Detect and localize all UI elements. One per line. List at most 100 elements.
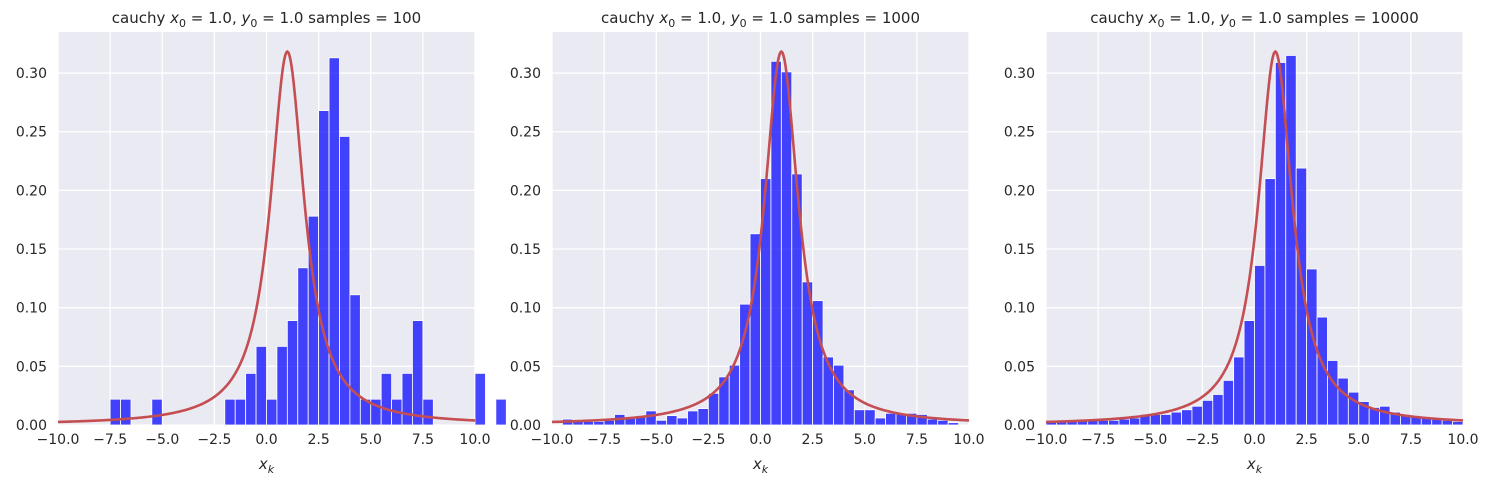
- chart-panel-2: −10.0 −7.5 −5.0 −2.5 0.0 2.5 5.0 7.5 10.0 0.00 0.0…: [510, 9, 985, 476]
- histogram-bar: [1379, 405, 1391, 426]
- histogram-bar: [687, 410, 699, 426]
- chart-panel-1: −10.0 −7.5 −5.0 −2.5 0.0 2.5 5.0 7.5 10.0 0.00 0.0…: [16, 9, 507, 476]
- histogram-bar: [749, 233, 761, 426]
- x-tick-label: 2.5: [307, 432, 329, 448]
- y-tick-label: 0.10: [16, 301, 47, 317]
- x-tick-label: 2.5: [801, 432, 823, 448]
- y-tick-label: 0.00: [16, 418, 47, 434]
- histogram-bar: [1149, 414, 1162, 426]
- histogram-bar: [1181, 409, 1193, 426]
- y-tick-label: 0.05: [1004, 359, 1035, 375]
- x-tick-label: 7.5: [412, 432, 434, 448]
- histogram-bar: [780, 71, 793, 426]
- x-tick-label: −10.0: [37, 432, 80, 448]
- histogram-bar: [593, 421, 605, 426]
- histogram-bar: [1243, 320, 1255, 426]
- histogram-bar: [1191, 405, 1203, 426]
- histogram-bar: [843, 389, 855, 426]
- x-tick-label: −2.5: [1185, 432, 1219, 448]
- histogram-bar: [885, 412, 897, 426]
- y-tick-label: 0.25: [16, 125, 47, 141]
- cauchy-pdf-curve: [57, 49, 476, 424]
- histogram-bar: [412, 320, 424, 426]
- histogram-bar: [349, 294, 361, 426]
- histogram-bar: [926, 418, 939, 426]
- histogram-bar: [1129, 417, 1141, 426]
- x-tick-label: −5.0: [1133, 432, 1167, 448]
- y-tick-label: 0.00: [510, 418, 541, 434]
- x-tick-label: −2.5: [691, 432, 725, 448]
- histogram-bar: [266, 398, 278, 426]
- histogram-bar: [297, 267, 309, 426]
- histogram-bar: [495, 398, 507, 426]
- histogram-bar: [1327, 360, 1339, 426]
- x-tick-label: −2.5: [197, 432, 231, 448]
- x-tick-label: 5.0: [1348, 432, 1370, 448]
- histogram-bar: [874, 417, 886, 426]
- y-tick-label: 0.20: [16, 183, 47, 199]
- x-tick-label: 10.0: [1447, 432, 1478, 448]
- histogram-bar: [728, 364, 741, 426]
- histogram-bar: [245, 372, 257, 426]
- x-tick-label: −10.0: [1025, 432, 1068, 448]
- y-tick-label: 0.05: [510, 359, 541, 375]
- x-tick-label: −7.5: [587, 432, 621, 448]
- y-tick-label: 0.05: [16, 359, 47, 375]
- histogram-bar: [1233, 356, 1245, 426]
- chart-title: cauchy x0 = 1.0, y0 = 1.0 samples = 100: [112, 9, 421, 30]
- histogram-bar: [1285, 55, 1297, 426]
- histogram-bar: [1170, 411, 1182, 426]
- histogram-bar: [224, 398, 236, 426]
- histogram-bar: [1108, 419, 1120, 426]
- y-tick-label: 0.10: [1004, 301, 1035, 317]
- histogram-bar: [937, 419, 949, 426]
- x-tick-label: 7.5: [906, 432, 928, 448]
- histogram-bar: [1160, 414, 1172, 426]
- histogram-bar: [109, 398, 121, 426]
- chart-panel-3: −10.0 −7.5 −5.0 −2.5 0.0 2.5 5.0 7.5 10.0 0.00 0.0…: [1004, 9, 1479, 476]
- histogram-bar: [1264, 178, 1276, 426]
- histogram-bars: [109, 57, 507, 426]
- histogram-bars: [562, 60, 959, 426]
- histogram-bar: [645, 410, 657, 426]
- x-tick-label: 7.5: [1400, 432, 1422, 448]
- histogram-bar: [853, 409, 866, 426]
- histogram-bar: [276, 345, 288, 426]
- x-tick-label: 2.5: [1295, 432, 1317, 448]
- histogram-bar: [234, 398, 247, 426]
- x-tick-label: −10.0: [531, 432, 574, 448]
- chart-title: cauchy x0 = 1.0, y0 = 1.0 samples = 1000…: [1090, 9, 1419, 30]
- x-tick-label: −7.5: [1081, 432, 1115, 448]
- histogram-bar: [666, 415, 678, 426]
- y-tick-label: 0.15: [510, 242, 541, 258]
- y-tick-label: 0.30: [1004, 66, 1035, 82]
- histogram-bar: [318, 110, 330, 426]
- y-tick-label: 0.30: [16, 66, 47, 82]
- histogram-bar: [864, 409, 876, 426]
- histogram-bars: [1045, 55, 1464, 426]
- x-tick-label: 5.0: [360, 432, 382, 448]
- histogram-bar: [707, 392, 720, 426]
- histogram-bar: [339, 136, 351, 426]
- histogram-bar: [422, 398, 434, 426]
- histogram-bar: [120, 398, 132, 426]
- histogram-bar: [255, 345, 267, 426]
- cauchy-pdf-curve: [1045, 49, 1464, 424]
- x-tick-label: 10.0: [953, 432, 984, 448]
- y-tick-label: 0.15: [16, 242, 47, 258]
- y-tick-label: 0.00: [1004, 418, 1035, 434]
- histogram-bar: [697, 408, 709, 426]
- x-tick-label: −5.0: [639, 432, 673, 448]
- y-tick-label: 0.15: [1004, 242, 1035, 258]
- cauchy-pdf-curve: [551, 49, 970, 424]
- histogram-bar: [380, 372, 392, 426]
- x-axis-label: xk: [258, 455, 275, 476]
- x-axis-label: xk: [1246, 455, 1263, 476]
- histogram-bar: [1222, 380, 1235, 426]
- x-tick-label: 0.0: [749, 432, 771, 448]
- histogram-bar: [655, 419, 668, 426]
- x-tick-label: 0.0: [255, 432, 277, 448]
- histogram-bar: [1118, 418, 1130, 426]
- y-tick-label: 0.10: [510, 301, 541, 317]
